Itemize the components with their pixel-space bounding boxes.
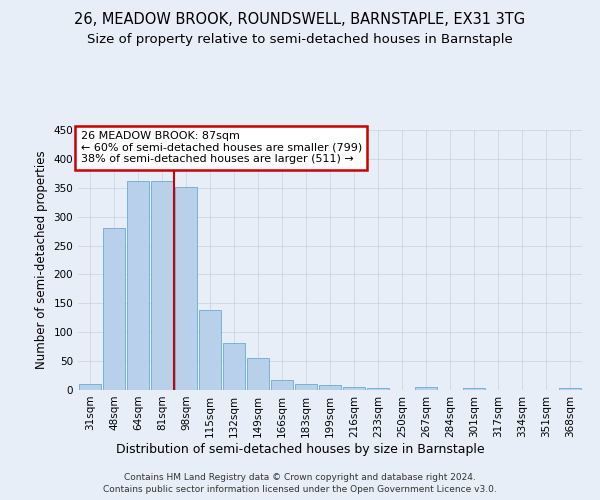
Bar — [367, 388, 389, 390]
Bar — [319, 386, 341, 390]
Text: Contains HM Land Registry data © Crown copyright and database right 2024.: Contains HM Land Registry data © Crown c… — [124, 472, 476, 482]
Text: 26, MEADOW BROOK, ROUNDSWELL, BARNSTAPLE, EX31 3TG: 26, MEADOW BROOK, ROUNDSWELL, BARNSTAPLE… — [74, 12, 526, 28]
Bar — [223, 342, 245, 390]
Bar — [247, 358, 269, 390]
Y-axis label: Number of semi-detached properties: Number of semi-detached properties — [35, 150, 48, 370]
Text: 26 MEADOW BROOK: 87sqm
← 60% of semi-detached houses are smaller (799)
38% of se: 26 MEADOW BROOK: 87sqm ← 60% of semi-det… — [80, 132, 362, 164]
Bar — [559, 388, 581, 390]
Bar — [343, 386, 365, 390]
Bar — [103, 228, 125, 390]
Text: Contains public sector information licensed under the Open Government Licence v3: Contains public sector information licen… — [103, 485, 497, 494]
Bar — [175, 186, 197, 390]
Bar — [463, 388, 485, 390]
Bar — [271, 380, 293, 390]
Bar — [79, 384, 101, 390]
Text: Distribution of semi-detached houses by size in Barnstaple: Distribution of semi-detached houses by … — [116, 442, 484, 456]
Bar — [151, 181, 173, 390]
Text: Size of property relative to semi-detached houses in Barnstaple: Size of property relative to semi-detach… — [87, 32, 513, 46]
Bar — [415, 387, 437, 390]
Bar — [127, 181, 149, 390]
Bar — [295, 384, 317, 390]
Bar — [199, 310, 221, 390]
